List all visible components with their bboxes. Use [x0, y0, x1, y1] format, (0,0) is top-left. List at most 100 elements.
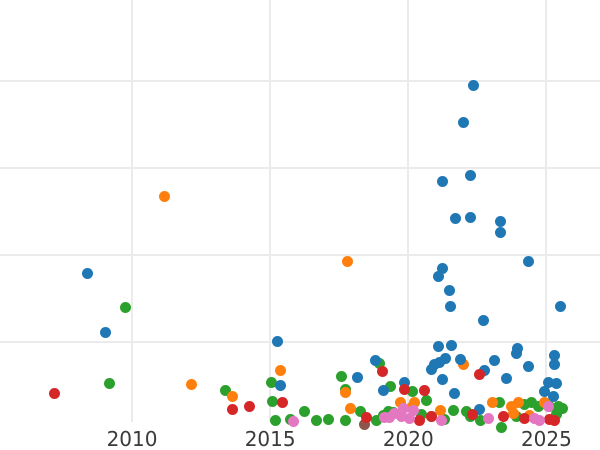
data-point-green-category	[532, 400, 544, 412]
data-point-pink-category	[389, 407, 401, 419]
data-point-orange-category	[159, 191, 171, 203]
data-point-blue-category	[398, 376, 410, 388]
data-point-blue-category	[437, 176, 449, 188]
data-point-green-category	[339, 414, 351, 426]
data-point-green-category	[103, 378, 115, 390]
data-point-green-category	[119, 301, 131, 313]
data-point-green-category	[220, 385, 232, 397]
data-point-green-category	[270, 414, 282, 426]
data-point-orange-category	[435, 405, 447, 417]
data-point-pink-category	[436, 414, 448, 426]
data-point-orange-category	[340, 387, 352, 399]
data-point-green-category	[299, 406, 311, 418]
data-point-green-category	[447, 405, 459, 417]
data-point-green-category	[494, 396, 506, 408]
data-point-blue-category	[455, 353, 467, 365]
data-point-red-category	[399, 384, 411, 396]
data-point-pink-category	[396, 411, 408, 423]
data-point-orange-category	[409, 396, 421, 408]
data-point-blue-category	[432, 271, 444, 283]
data-point-pink-category	[542, 400, 554, 412]
data-point-blue-category	[449, 387, 461, 399]
data-point-green-category	[496, 421, 508, 433]
gridline-vertical	[269, 0, 272, 422]
data-point-blue-category	[434, 357, 446, 369]
data-point-red-category	[467, 408, 479, 420]
data-point-blue-category	[522, 255, 534, 267]
data-point-red-category	[414, 414, 426, 426]
x-tick-label: 2010	[106, 427, 158, 450]
data-point-blue-category	[458, 117, 470, 129]
data-point-orange-category	[394, 396, 406, 408]
data-point-orange-category	[506, 400, 518, 412]
data-point-blue-category	[511, 342, 523, 354]
data-point-green-category	[310, 414, 322, 426]
data-point-pink-category	[397, 402, 409, 414]
data-point-red-category	[419, 385, 431, 397]
data-point-blue-category	[554, 300, 566, 312]
data-point-pink-category	[384, 412, 396, 424]
x-tick-label: 2025	[520, 427, 572, 450]
gridline-horizontal	[0, 341, 600, 344]
data-point-pink-category	[534, 414, 546, 426]
data-point-pink-category	[288, 415, 300, 427]
data-point-red-category	[244, 400, 256, 412]
data-point-orange-category	[186, 379, 198, 391]
data-point-blue-category	[432, 340, 444, 352]
data-point-blue-category	[437, 263, 449, 275]
data-point-blue-category	[474, 404, 486, 416]
data-point-orange-category	[507, 407, 519, 419]
data-point-green-category	[551, 408, 563, 420]
data-point-green-category	[525, 397, 537, 409]
data-point-orange-category	[226, 390, 238, 402]
data-point-red-category	[519, 413, 531, 425]
data-point-orange-category	[275, 365, 287, 377]
data-point-blue-category	[522, 360, 534, 372]
data-point-blue-category	[272, 335, 284, 347]
data-point-green-category	[266, 376, 278, 388]
data-point-blue-category	[437, 373, 449, 385]
data-point-red-category	[361, 412, 373, 424]
gridline-vertical	[131, 0, 134, 422]
gridline-vertical	[545, 0, 548, 422]
data-point-red-category	[49, 387, 61, 399]
data-point-green-category	[519, 399, 531, 411]
x-tick-label: 2015	[244, 427, 296, 450]
data-point-blue-category	[488, 354, 500, 366]
data-point-blue-category	[464, 170, 476, 182]
gridline-vertical	[407, 0, 410, 422]
data-point-red-category	[227, 404, 239, 416]
data-point-blue-category	[378, 385, 390, 397]
data-point-red-category	[276, 397, 288, 409]
data-point-blue-category	[370, 354, 382, 366]
data-point-blue-category	[465, 212, 477, 224]
data-point-green-category	[322, 414, 334, 426]
gridline-horizontal	[0, 166, 600, 169]
data-point-blue-category	[548, 359, 560, 371]
data-point-blue-category	[479, 365, 491, 377]
data-point-blue-category	[547, 390, 559, 402]
data-point-green-category	[336, 370, 348, 382]
data-point-blue-category	[100, 326, 112, 338]
data-point-orange-category	[486, 397, 498, 409]
data-point-blue-category	[539, 386, 551, 398]
data-point-blue-category	[501, 373, 513, 385]
data-point-blue-category	[445, 300, 457, 312]
data-point-blue-category	[549, 349, 561, 361]
data-point-green-category	[382, 406, 394, 418]
data-point-orange-category	[342, 256, 353, 268]
data-point-blue-category	[275, 380, 287, 392]
data-point-red-category	[549, 414, 561, 426]
data-point-green-category	[557, 402, 569, 414]
data-point-blue-category	[477, 314, 489, 326]
gridline-horizontal	[0, 254, 600, 257]
data-point-orange-category	[457, 359, 469, 371]
data-point-green-category	[371, 414, 383, 426]
data-point-blue-category	[467, 79, 479, 91]
gridline-horizontal	[0, 79, 600, 82]
x-tick-label: 2020	[382, 427, 434, 450]
data-point-green-category	[354, 406, 366, 418]
data-point-orange-category	[512, 397, 524, 409]
data-point-red-category	[474, 368, 486, 380]
